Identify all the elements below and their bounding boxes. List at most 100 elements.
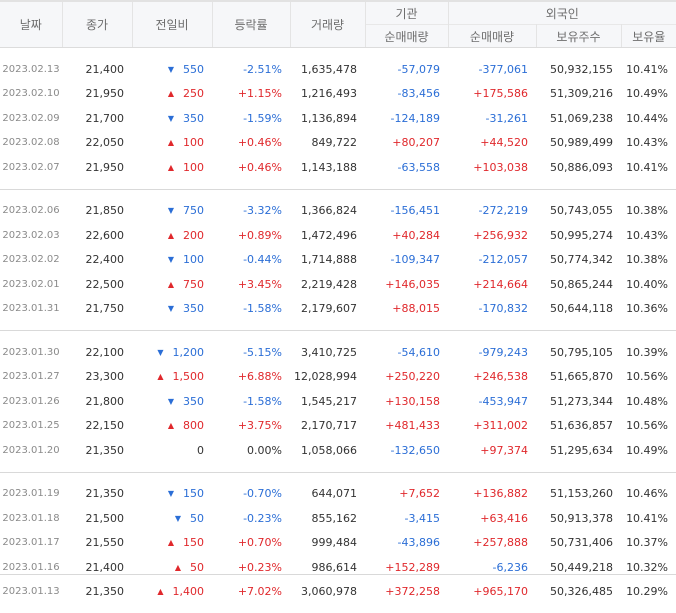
cell-close: 23,300 (62, 365, 132, 390)
cell-change: ▲100 (132, 155, 212, 180)
cell-date: 2023.02.10 (0, 82, 62, 107)
cell-volume: 1,545,217 (290, 389, 365, 414)
cell-change: ▼150 (132, 482, 212, 507)
cell-rate: -1.59% (212, 106, 290, 131)
cell-foreign-shares: 50,886,093 (536, 155, 621, 180)
change-value: 50 (190, 561, 204, 574)
cell-foreign-net: +63,416 (448, 506, 536, 531)
cell-foreign-ratio: 10.56% (621, 365, 676, 390)
cell-foreign-net: +136,882 (448, 482, 536, 507)
cell-foreign-ratio: 10.29% (621, 580, 676, 605)
cell-foreign-net: +246,538 (448, 365, 536, 390)
cell-foreign-net: +103,038 (448, 155, 536, 180)
header-close: 종가 (62, 1, 132, 48)
group-gap (0, 604, 676, 613)
cell-inst-net: -109,347 (365, 248, 448, 273)
cell-foreign-ratio: 10.37% (621, 531, 676, 556)
change-value: 1,500 (173, 370, 205, 383)
triangle-up-icon: ▲ (168, 138, 174, 147)
header-foreign-net: 순매매량 (448, 25, 536, 48)
cell-foreign-shares: 50,731,406 (536, 531, 621, 556)
cell-foreign-shares: 51,069,238 (536, 106, 621, 131)
cell-rate: +0.89% (212, 223, 290, 248)
header-volume: 거래량 (290, 1, 365, 48)
group-gap (0, 463, 676, 473)
group-gap (0, 190, 676, 199)
triangle-down-icon: ▼ (175, 514, 181, 523)
cell-close: 22,050 (62, 131, 132, 156)
cell-date: 2023.02.08 (0, 131, 62, 156)
cell-inst-net: +372,258 (365, 580, 448, 605)
cell-foreign-ratio: 10.56% (621, 414, 676, 439)
change-value: 100 (183, 136, 204, 149)
cell-foreign-shares: 50,995,274 (536, 223, 621, 248)
cell-foreign-ratio: 10.49% (621, 82, 676, 107)
cell-foreign-net: -377,061 (448, 57, 536, 82)
cell-foreign-ratio: 10.43% (621, 223, 676, 248)
cell-rate: -0.70% (212, 482, 290, 507)
cell-inst-net: +152,289 (365, 555, 448, 580)
cell-change: ▲250 (132, 82, 212, 107)
cell-foreign-shares: 50,913,378 (536, 506, 621, 531)
triangle-down-icon: ▼ (168, 397, 174, 406)
cell-inst-net: -156,451 (365, 199, 448, 224)
cell-foreign-net: -979,243 (448, 340, 536, 365)
cell-foreign-ratio: 10.41% (621, 155, 676, 180)
cell-rate: -2.51% (212, 57, 290, 82)
cell-foreign-net: -272,219 (448, 199, 536, 224)
gap-cell (0, 180, 676, 190)
header-date: 날짜 (0, 1, 62, 48)
change-value: 200 (183, 229, 204, 242)
gap-cell (0, 48, 676, 58)
cell-close: 21,350 (62, 580, 132, 605)
cell-foreign-ratio: 10.46% (621, 482, 676, 507)
cell-change: ▲750 (132, 272, 212, 297)
header-institution: 기관 (365, 1, 448, 25)
cell-foreign-shares: 50,989,499 (536, 131, 621, 156)
cell-foreign-net: +214,664 (448, 272, 536, 297)
cell-foreign-shares: 51,273,344 (536, 389, 621, 414)
cell-change: ▲ 100 (132, 131, 212, 156)
cell-inst-net: -54,610 (365, 340, 448, 365)
cell-date: 2023.02.07 (0, 155, 62, 180)
cell-inst-net: -132,650 (365, 438, 448, 463)
cell-volume: 986,614 (290, 555, 365, 580)
cell-volume: 849,722 (290, 131, 365, 156)
cell-rate: +3.45% (212, 272, 290, 297)
cell-rate: 0.00% (212, 438, 290, 463)
cell-close: 21,500 (62, 506, 132, 531)
cell-date: 2023.02.02 (0, 248, 62, 273)
cell-date: 2023.01.30 (0, 340, 62, 365)
change-value: 350 (183, 112, 204, 125)
cell-close: 21,350 (62, 482, 132, 507)
cell-close: 22,150 (62, 414, 132, 439)
change-value: 1,200 (173, 346, 205, 359)
cell-inst-net: +80,207 (365, 131, 448, 156)
triangle-up-icon: ▲ (175, 563, 181, 572)
cell-date: 2023.01.17 (0, 531, 62, 556)
cell-close: 22,100 (62, 340, 132, 365)
triangle-up-icon: ▲ (168, 231, 174, 240)
cell-foreign-ratio: 10.38% (621, 248, 676, 273)
cell-volume: 3,410,725 (290, 340, 365, 365)
cell-date: 2023.01.19 (0, 482, 62, 507)
cell-change: ▲ 200 (132, 223, 212, 248)
cell-rate: +0.23% (212, 555, 290, 580)
cell-foreign-shares: 51,636,857 (536, 414, 621, 439)
cell-foreign-shares: 50,449,218 (536, 555, 621, 580)
cell-inst-net: +481,433 (365, 414, 448, 439)
cell-foreign-ratio: 10.38% (621, 199, 676, 224)
cell-foreign-net: -170,832 (448, 297, 536, 322)
cell-inst-net: -43,896 (365, 531, 448, 556)
change-value: 350 (183, 302, 204, 315)
triangle-up-icon: ▲ (157, 372, 163, 381)
